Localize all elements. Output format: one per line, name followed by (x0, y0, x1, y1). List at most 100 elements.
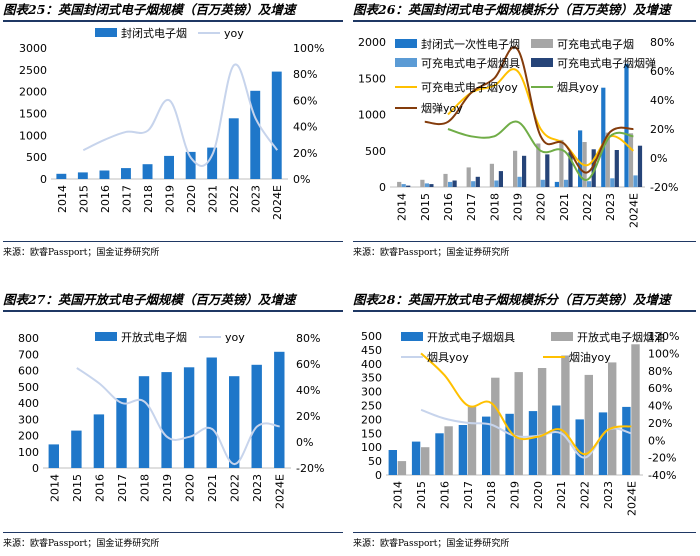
y-right-tick-label: 20% (296, 410, 320, 423)
bar-可充电式电子烟-2024E (628, 133, 634, 187)
bar-可充电式电子烟烟具-2022 (587, 181, 592, 187)
bar-可充电式电子烟烟弹-2014 (406, 185, 411, 187)
y-right-tick-label: 80% (648, 365, 672, 378)
bar-开放式电子烟烟具-2021 (552, 405, 561, 475)
legend-label: 烟具yoy (427, 350, 469, 364)
y-left-tick-label: 500 (365, 145, 386, 158)
bar-开放式电子烟-2015 (71, 430, 82, 468)
legend-swatch-可充电式电子烟烟具 (395, 58, 417, 67)
bar-封闭式电子烟-2021 (207, 147, 218, 179)
chart-figure-26: 0 500 1000 1500 2000 -20% 0% 20% 40% 60% 80% 2014 20… (358, 36, 678, 228)
bar-可充电式电子烟-2019 (513, 150, 518, 188)
y-left-tick-label: 1000 (358, 109, 386, 122)
y-right-tick-label: 80% (650, 36, 674, 49)
x-tick-label: 2024E (274, 474, 287, 509)
chart-figure-27: 0 100 200 300 400 500 600 700 800 -20% 0% 20% 40% 60%… (18, 330, 324, 509)
x-tick-label: 2016 (438, 481, 451, 509)
y-left-tick-label: 700 (18, 348, 39, 361)
y-right-tick-label: 0% (650, 152, 667, 165)
bar-开放式电子烟-2017 (116, 398, 127, 468)
y-left-tick-label: 400 (18, 397, 39, 410)
bar-封闭式电子烟-2014 (56, 173, 67, 179)
legend-swatch-开放式电子烟烟油 (551, 332, 573, 341)
figure-25: 图表25：英国封闭式电子烟规模（百万英镑）及增速 0 500 1000 1500 200… (3, 0, 346, 262)
bar-可充电式电子烟烟具-2018 (494, 180, 499, 187)
y-right-tick-label: -40% (648, 469, 676, 482)
bar-开放式电子烟-2023 (251, 364, 262, 468)
legend-swatch-可充电式电子烟 (531, 39, 553, 48)
line-烟具yoy (447, 120, 634, 181)
bar-开放式电子烟-2020 (183, 367, 195, 469)
bar-开放式电子烟-2019 (161, 372, 172, 468)
y-left-tick-label: 300 (18, 413, 39, 426)
y-left-tick-label: 0 (40, 173, 47, 186)
y-right-tick-label: -20% (648, 452, 676, 465)
x-tick-label: 2019 (161, 474, 174, 502)
y-right-tick-label: 20% (650, 123, 674, 136)
x-tick-label: 2016 (99, 185, 112, 213)
bar-封闭式电子烟-2018 (142, 164, 153, 179)
x-tick-label: 2018 (485, 481, 498, 509)
bar-开放式电子烟烟油-2022 (584, 374, 593, 475)
x-tick-label: 2017 (465, 193, 478, 221)
bar-可充电式电子烟烟具-2015 (424, 183, 429, 187)
bar-可充电式电子烟烟具-2016 (448, 181, 453, 187)
y-left-tick-label: 500 (18, 381, 39, 394)
source-note: 来源：欧睿Passport；国金证券研究所 (353, 539, 510, 549)
bar-开放式电子烟烟具-2024E (622, 406, 631, 475)
source-rule (353, 241, 696, 242)
x-tick-label: 2022 (229, 474, 242, 502)
bar-可充电式电子烟烟弹-2019 (522, 155, 527, 187)
bar-可充电式电子烟-2017 (466, 167, 471, 187)
bar-可充电式电子烟-2023 (605, 132, 610, 187)
bar-封闭式电子烟-2023 (250, 90, 261, 179)
bar-封闭式一次性电子烟-2024E (624, 63, 629, 188)
y-left-tick-label: 150 (361, 427, 382, 440)
bar-开放式电子烟烟具-2022 (575, 419, 584, 475)
x-tick-label: 2024E (271, 185, 284, 220)
legend-label: 烟油yoy (569, 350, 611, 364)
x-tick-label: 2015 (419, 193, 432, 221)
x-tick-label: 2020 (535, 193, 548, 221)
source-note: 来源：欧睿Passport；国金证券研究所 (3, 248, 160, 258)
figure-26: 图表26：英国封闭式电子烟规模拆分（百万英镑）及增速 0 500 1000 1500 2… (353, 0, 698, 262)
y-right-tick-label: 60% (293, 94, 317, 107)
legend-swatch-开放式电子烟烟具 (401, 332, 423, 341)
bar-封闭式一次性电子烟-2022 (578, 130, 583, 187)
title-rule (3, 310, 343, 312)
y-right-tick-label: 100% (648, 347, 679, 360)
legend-label: 烟弹yoy (421, 101, 463, 115)
source-rule (3, 241, 343, 242)
bar-封闭式电子烟-2016 (99, 170, 110, 179)
bar-开放式电子烟烟油-2021 (561, 355, 570, 475)
y-right-tick-label: 0% (296, 436, 313, 449)
legend-label: 开放式电子烟 (121, 330, 187, 344)
x-tick-label: 2020 (184, 474, 197, 502)
legend-label: 可充电式电子烟烟弹 (557, 56, 656, 70)
bar-可充电式电子烟烟具-2024E (633, 175, 638, 187)
source-rule (353, 532, 696, 533)
bar-开放式电子烟-2018 (138, 376, 150, 468)
y-left-tick-label: 600 (18, 365, 39, 378)
y-right-tick-label: 40% (648, 400, 672, 413)
y-right-tick-label: 60% (650, 65, 674, 78)
bar-开放式电子烟-2021 (206, 357, 217, 468)
bar-开放式电子烟烟具-2020 (528, 411, 538, 475)
bar-封闭式电子烟-2017 (121, 168, 131, 179)
x-tick-label: 2015 (77, 185, 90, 213)
bar-封闭式电子烟-2020 (185, 151, 196, 179)
y-right-tick-label: 80% (293, 68, 317, 81)
y-right-tick-label: -20% (296, 462, 324, 475)
line-yoy (76, 367, 280, 466)
y-left-tick-label: 500 (26, 151, 47, 164)
y-left-tick-label: 0 (375, 469, 382, 482)
y-left-tick-label: 200 (361, 413, 382, 426)
x-tick-label: 2021 (207, 185, 220, 213)
y-left-tick-label: 800 (18, 332, 39, 345)
y-right-tick-label: 0% (648, 434, 665, 447)
x-tick-label: 2022 (579, 481, 592, 509)
source-note: 来源：欧睿Passport；国金证券研究所 (3, 539, 160, 549)
bar-开放式电子烟烟具-2015 (411, 441, 421, 475)
x-tick-label: 2021 (206, 474, 219, 502)
